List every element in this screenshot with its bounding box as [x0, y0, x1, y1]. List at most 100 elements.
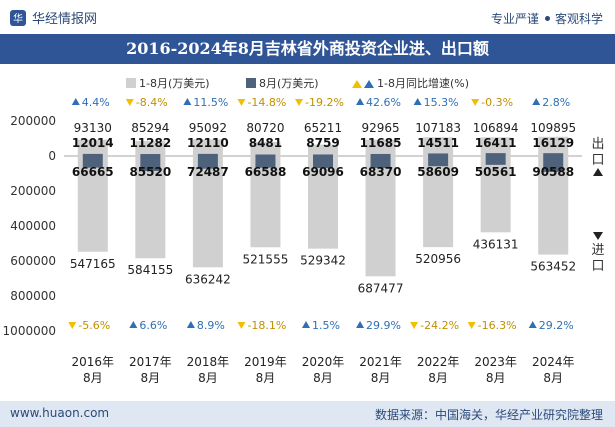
- brand-name: 华经情报网: [32, 12, 98, 27]
- footer-source: 数据来源：中国海关，华经产业研究院整理: [374, 408, 603, 422]
- dot-icon: [544, 16, 550, 21]
- legend-up-triangle-icon: [364, 80, 374, 88]
- import-growth-label: 6.6%: [139, 319, 167, 332]
- import-ytd-label: 436131: [473, 237, 519, 251]
- import-month-bar: [313, 156, 333, 169]
- import-month-bar: [543, 156, 564, 172]
- export-ytd-label: 80720: [246, 121, 284, 135]
- export-ytd-label: 65211: [304, 121, 342, 135]
- import-month-bar: [255, 156, 276, 168]
- growth-arrow-icon: [125, 99, 134, 106]
- import-month-label: 68370: [360, 165, 402, 179]
- x-tick-label-month: 8月: [198, 371, 218, 385]
- growth-arrow-icon: [302, 321, 310, 328]
- brand-logo-icon: 华: [10, 9, 26, 26]
- import-ytd-label: 547165: [70, 257, 116, 271]
- import-month-bar: [82, 156, 103, 168]
- export-month-label: 12014: [72, 136, 114, 150]
- growth-arrow-icon: [237, 322, 246, 329]
- y-tick-label: 800000: [10, 289, 56, 303]
- export-ytd-bar: [365, 139, 396, 156]
- import-ytd-bar: [423, 156, 454, 248]
- export-growth-label: -19.2%: [305, 96, 344, 109]
- export-month-bar: [82, 153, 103, 156]
- growth-arrow-icon: [129, 321, 138, 328]
- x-tick-label-month: 8月: [141, 371, 161, 385]
- x-tick-label: 2016年: [72, 355, 115, 369]
- growth-arrow-icon: [356, 321, 365, 328]
- import-growth-label: 29.9%: [366, 319, 401, 332]
- y-tick-label: 0: [48, 149, 56, 163]
- export-side-label-1: 出: [591, 137, 604, 152]
- import-month-label: 50561: [475, 165, 517, 179]
- export-ytd-label: 93130: [74, 121, 112, 135]
- import-month-label: 69096: [302, 165, 344, 179]
- import-month-label: 58609: [417, 165, 459, 179]
- y-tick-label: 600000: [10, 254, 56, 268]
- growth-arrow-icon: [467, 322, 476, 329]
- export-ytd-label: 106894: [473, 121, 519, 135]
- legend-label-2: 1-8月同比增速(%): [377, 76, 469, 90]
- import-growth-label: -18.1%: [247, 319, 286, 332]
- legend-down-triangle-icon: [352, 80, 362, 88]
- export-side-label-2: 口: [591, 153, 604, 168]
- growth-arrow-icon: [237, 99, 246, 106]
- growth-arrow-icon: [410, 322, 419, 329]
- export-month-bar: [313, 154, 333, 156]
- x-tick-label-month: 8月: [486, 371, 506, 385]
- x-tick-label: 2022年: [417, 355, 460, 369]
- export-month-label: 11685: [360, 136, 402, 150]
- import-ytd-bar: [480, 156, 511, 233]
- growth-arrow-icon: [68, 322, 77, 329]
- x-tick-label-month: 8月: [428, 371, 448, 385]
- legend-label-0: 1-8月(万美元): [139, 77, 210, 90]
- export-month-label: 14511: [417, 136, 459, 150]
- growth-arrow-icon: [528, 321, 537, 328]
- import-ytd-label: 636242: [185, 272, 231, 286]
- chart-title: 2016-2024年8月吉林省外商投资企业进、出口额: [126, 39, 489, 58]
- growth-arrow-icon: [356, 98, 365, 105]
- brand[interactable]: 华 华经情报网: [10, 8, 97, 27]
- import-month-bar: [370, 156, 391, 168]
- export-month-label: 11282: [129, 136, 171, 150]
- x-tick-label: 2021年: [359, 355, 402, 369]
- export-month-label: 16411: [475, 136, 517, 150]
- y-tick-label: 1000000: [3, 324, 56, 338]
- footer: www.huaon.com 数据来源：中国海关，华经产业研究院整理: [0, 401, 615, 427]
- export-ytd-bar: [250, 141, 281, 156]
- import-growth-label: 8.9%: [197, 319, 225, 332]
- import-down-arrow-icon: [593, 232, 603, 240]
- import-ytd-bar: [308, 156, 338, 249]
- y-tick-label: 200000: [10, 114, 56, 128]
- export-month-bar: [197, 153, 218, 156]
- import-ytd-label: 563452: [530, 260, 576, 274]
- export-ytd-label: 95092: [189, 121, 227, 135]
- slogan-left: 专业严谨: [490, 12, 539, 26]
- export-growth-label: 4.4%: [82, 96, 110, 109]
- export-ytd-label: 107183: [415, 121, 461, 135]
- export-ytd-bar: [77, 139, 108, 156]
- export-month-bar: [543, 153, 564, 156]
- x-tick-label-month: 8月: [256, 371, 276, 385]
- export-growth-label: 2.8%: [542, 96, 570, 109]
- export-month-bar: [255, 154, 276, 156]
- title-bar: 2016-2024年8月吉林省外商投资企业进、出口额: [0, 34, 615, 64]
- footer-website[interactable]: www.huaon.com: [10, 406, 110, 420]
- import-month-label: 66588: [245, 165, 287, 179]
- export-month-label: 8759: [306, 136, 339, 150]
- growth-arrow-icon: [413, 98, 422, 105]
- legend-swatch-1: [246, 78, 256, 88]
- export-ytd-label: 85294: [131, 121, 169, 135]
- x-tick-label-month: 8月: [83, 371, 103, 385]
- import-ytd-bar: [192, 156, 223, 268]
- growth-arrow-icon: [183, 98, 192, 105]
- export-month-label: 12110: [187, 136, 229, 150]
- export-growth-label: -8.4%: [136, 96, 168, 109]
- import-side-label-2: 口: [591, 259, 604, 274]
- import-month-label: 85520: [129, 165, 171, 179]
- export-ytd-bar: [192, 139, 223, 156]
- import-month-bar: [428, 156, 449, 167]
- export-growth-label: -14.8%: [247, 96, 286, 109]
- import-growth-label: -24.2%: [420, 319, 459, 332]
- import-ytd-bar: [250, 156, 281, 248]
